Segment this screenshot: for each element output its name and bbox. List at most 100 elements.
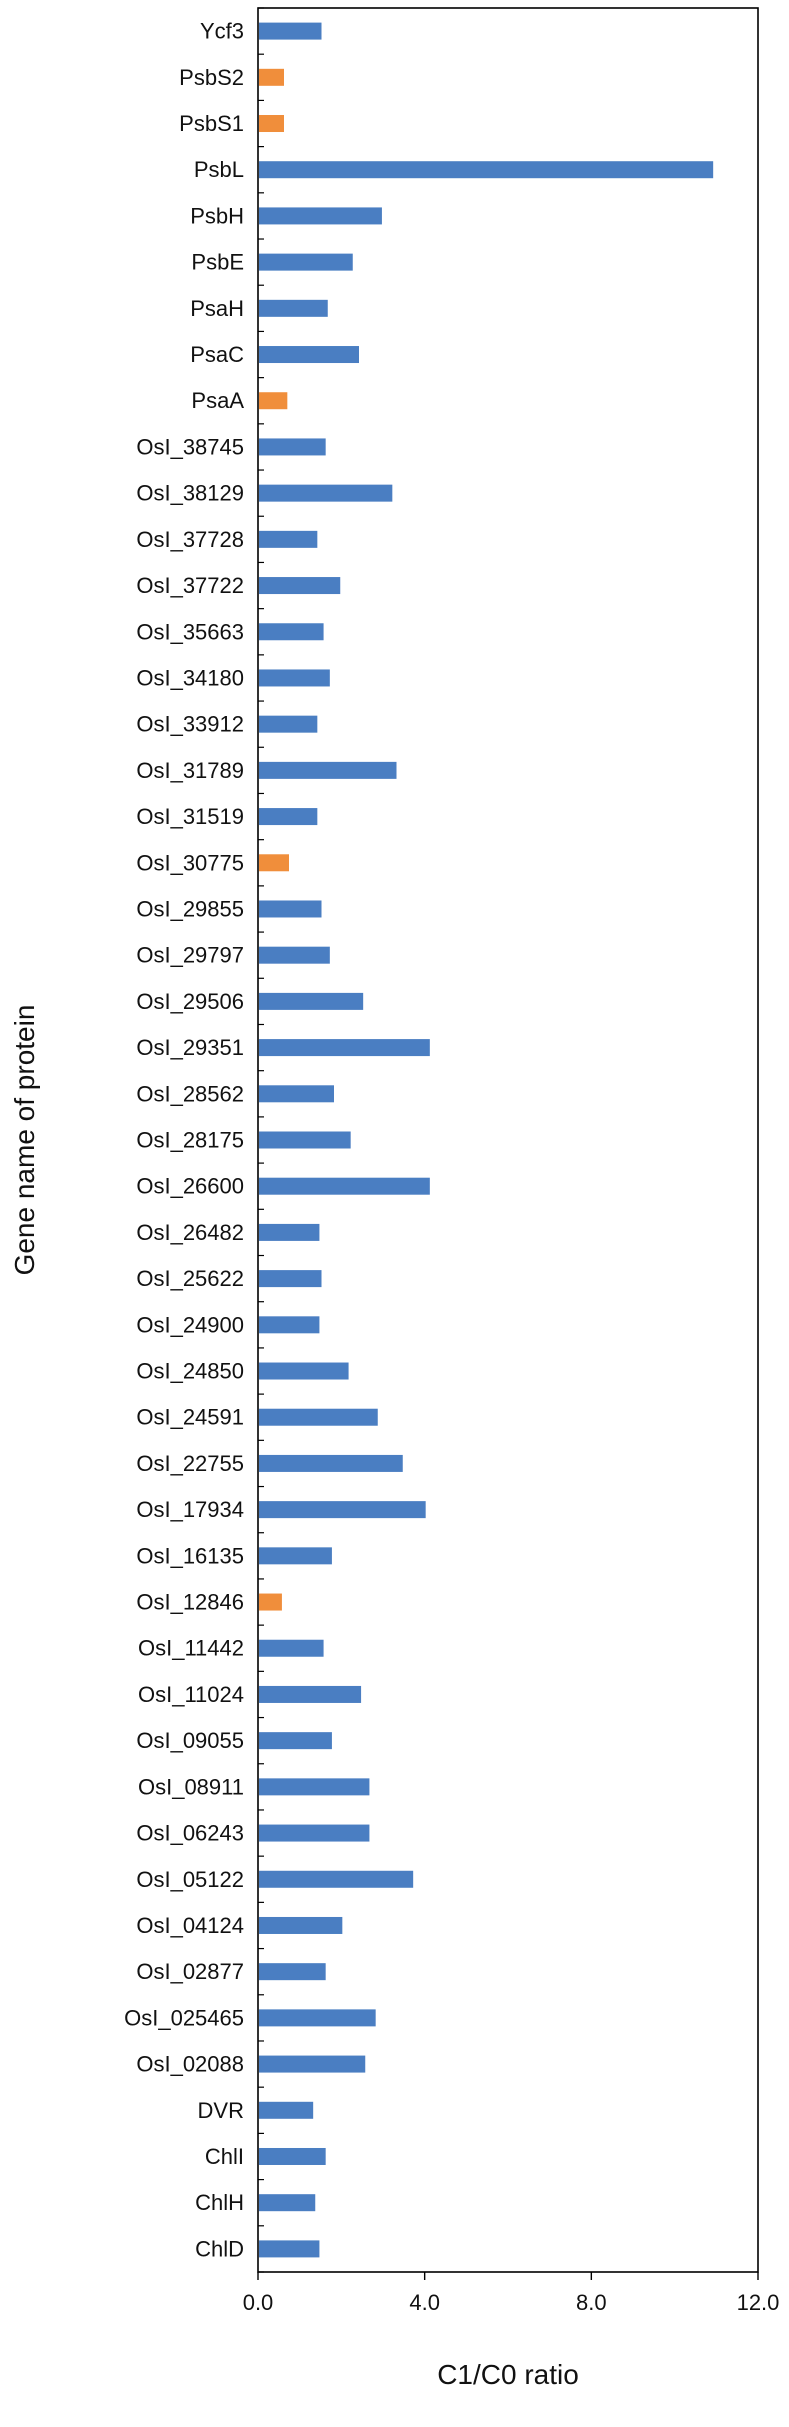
bar [259, 2009, 376, 2027]
bar [259, 207, 382, 225]
category-label: OsI_16135 [136, 1543, 244, 1568]
category-label: PsbH [190, 203, 244, 228]
bar [259, 484, 393, 502]
category-label: OsI_06243 [136, 1821, 244, 1846]
category-label: OsI_35663 [136, 619, 244, 644]
category-label: OsI_05122 [136, 1867, 244, 1892]
category-label: OsI_24900 [136, 1312, 244, 1337]
bar [259, 115, 284, 133]
bar [259, 854, 289, 872]
category-label: OsI_37722 [136, 573, 244, 598]
category-label: OsI_11024 [138, 1682, 244, 1707]
bar [259, 1685, 362, 1703]
bar [259, 577, 341, 595]
category-label: OsI_37728 [136, 527, 244, 552]
category-label: OsI_24591 [136, 1405, 244, 1430]
category-label: OsI_28175 [136, 1128, 244, 1153]
category-label: DVR [198, 2098, 244, 2123]
bar [259, 1963, 326, 1981]
bar [259, 1454, 403, 1472]
bar [259, 715, 318, 733]
bar [259, 1732, 332, 1750]
category-label: OsI_12846 [136, 1590, 244, 1615]
bar [259, 161, 714, 179]
category-label: OsI_02088 [136, 2052, 244, 2077]
category-label: PsbL [194, 157, 244, 182]
category-label: PsaC [190, 342, 244, 367]
category-label: OsI_28562 [136, 1081, 244, 1106]
category-label: OsI_08911 [138, 1774, 244, 1799]
category-label: OsI_11442 [138, 1636, 244, 1661]
category-label: OsI_38129 [136, 481, 244, 506]
bar [259, 1547, 332, 1565]
category-label: OsI_29855 [136, 896, 244, 921]
x-tick-label: 12.0 [737, 2290, 780, 2315]
bar [259, 1131, 351, 1149]
bar [259, 2194, 316, 2212]
category-label: OsI_30775 [136, 850, 244, 875]
category-label: ChlI [205, 2144, 244, 2169]
bar [259, 438, 326, 456]
category-label: ChlD [195, 2236, 244, 2261]
bar [259, 1778, 370, 1796]
bar [259, 299, 328, 317]
bar [259, 1916, 343, 1934]
category-label: OsI_17934 [136, 1497, 244, 1522]
bar [259, 900, 322, 918]
bar [259, 669, 330, 687]
category-label: OsI_33912 [136, 712, 244, 737]
bar [259, 1085, 334, 1103]
bar [259, 1870, 414, 1888]
bar [259, 253, 353, 271]
x-axis-title: C1/C0 ratio [437, 2359, 579, 2390]
bar [259, 1501, 426, 1519]
category-label: OsI_02877 [136, 1959, 244, 1984]
category-label: OsI_24850 [136, 1359, 244, 1384]
category-label: OsI_31519 [136, 804, 244, 829]
category-label: OsI_29351 [136, 1035, 244, 1060]
axes [257, 7, 759, 2273]
x-tick-label: 4.0 [409, 2290, 440, 2315]
category-label: OsI_22755 [136, 1451, 244, 1476]
category-label: PsbE [191, 250, 244, 275]
category-label: OsI_29506 [136, 989, 244, 1014]
bar [259, 1362, 349, 1380]
bar [259, 2240, 320, 2258]
bar [259, 530, 318, 548]
bar [259, 1316, 320, 1334]
category-label: PsaH [190, 296, 244, 321]
bar [259, 392, 288, 410]
bar [259, 22, 322, 40]
category-label: OsI_29797 [136, 943, 244, 968]
category-label: OsI_26600 [136, 1174, 244, 1199]
category-label: OsI_04124 [136, 1913, 244, 1938]
category-label: OsI_09055 [136, 1728, 244, 1753]
category-label: OsI_25622 [136, 1266, 244, 1291]
bar [259, 2055, 366, 2073]
bar [259, 1039, 430, 1057]
category-label: Ycf3 [200, 19, 244, 44]
bar [259, 992, 364, 1010]
bar [259, 1408, 378, 1426]
category-label: PsbS1 [179, 111, 244, 136]
bar [259, 946, 330, 964]
bar [259, 1177, 430, 1195]
plot-frame [257, 7, 759, 2273]
bar [259, 346, 359, 364]
bar [259, 1223, 320, 1241]
x-ticks: 0.0 4.0 8.0 12.0 [243, 2272, 780, 2315]
bar [259, 1824, 370, 1842]
category-label: OsI_38745 [136, 434, 244, 459]
bar [259, 808, 318, 826]
bar [259, 1270, 322, 1288]
category-label: ChlH [195, 2190, 244, 2215]
bar [259, 761, 397, 779]
category-label: PsbS2 [179, 65, 244, 90]
bar [259, 1639, 324, 1657]
bar [259, 68, 284, 86]
bar [259, 2147, 326, 2165]
x-tick-label: 0.0 [243, 2290, 274, 2315]
x-tick-label: 8.0 [576, 2290, 607, 2315]
